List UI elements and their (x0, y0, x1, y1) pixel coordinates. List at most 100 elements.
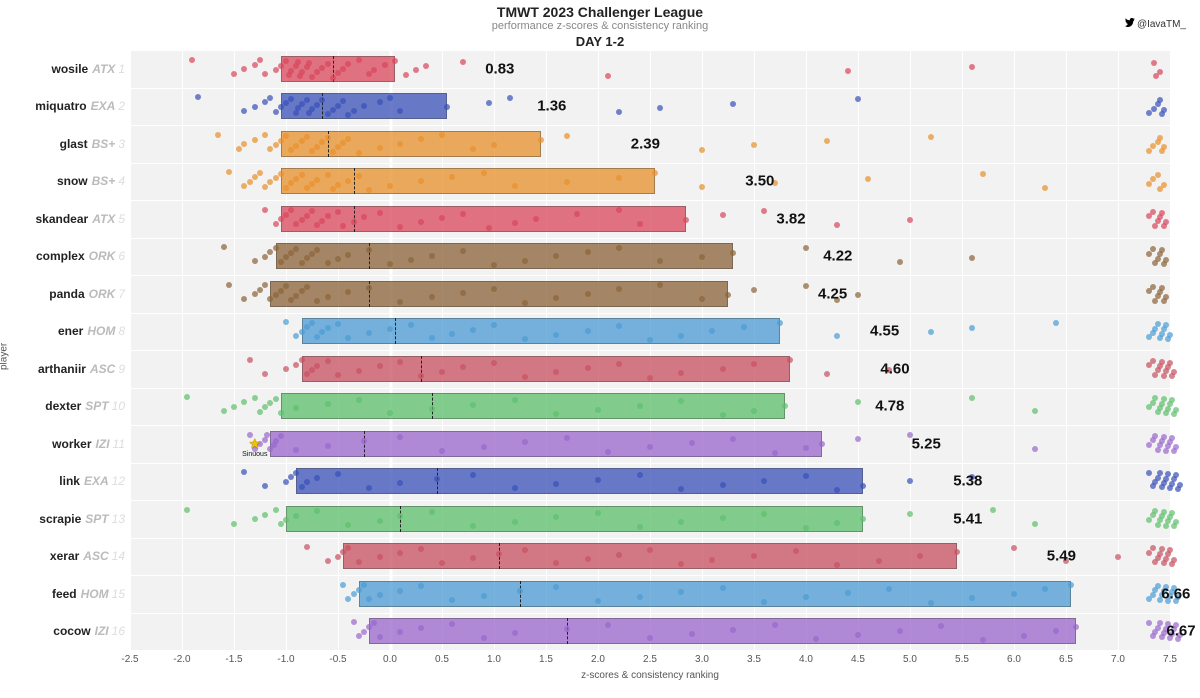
data-point (897, 259, 903, 265)
data-point (1151, 60, 1157, 66)
data-point (361, 214, 367, 220)
rank-number: 9 (118, 362, 125, 376)
data-point (278, 216, 284, 222)
data-point (299, 484, 305, 490)
data-point (397, 550, 403, 556)
data-point (449, 621, 455, 627)
data-point (553, 584, 559, 590)
y-label: skandearATX5 (5, 212, 125, 226)
median-tick (395, 318, 396, 344)
data-point (267, 146, 273, 152)
data-point (252, 395, 258, 401)
data-point (564, 133, 570, 139)
data-point (460, 290, 466, 296)
y-label: complexORK6 (5, 249, 125, 263)
data-point (720, 366, 726, 372)
data-point (262, 184, 268, 190)
data-point (1169, 510, 1175, 516)
data-point (496, 551, 502, 557)
data-point (907, 511, 913, 517)
x-tick-label: 5.0 (903, 654, 917, 665)
data-point (377, 634, 383, 640)
plot-area: 0.831.362.393.503.824.224.254.554.604.78… (130, 50, 1170, 650)
data-point (553, 369, 559, 375)
data-point (366, 247, 372, 253)
data-point (886, 586, 892, 592)
bar (302, 356, 791, 382)
data-point (1163, 322, 1169, 328)
data-point (637, 403, 643, 409)
data-point (793, 548, 799, 554)
data-point (293, 362, 299, 368)
data-point (439, 560, 445, 566)
data-point (264, 432, 270, 438)
twitter-icon (1125, 18, 1135, 28)
data-point (314, 102, 320, 108)
data-point (1159, 247, 1165, 253)
gridline-h (130, 575, 1170, 576)
data-point (1159, 285, 1165, 291)
gridline-h (130, 350, 1170, 351)
data-point (288, 297, 294, 303)
data-point (678, 398, 684, 404)
data-point (293, 176, 299, 182)
data-point (605, 449, 611, 455)
data-point (470, 402, 476, 408)
bar (270, 431, 821, 457)
x-tick-label: 3.5 (747, 654, 761, 665)
data-point (517, 588, 523, 594)
data-point (585, 365, 591, 371)
data-point (699, 254, 705, 260)
data-point (434, 476, 440, 482)
data-point (387, 183, 393, 189)
data-point (481, 444, 487, 450)
data-point (647, 635, 653, 641)
data-point (335, 372, 341, 378)
data-point (564, 179, 570, 185)
data-point (824, 371, 830, 377)
y-label: snowBS+4 (5, 174, 125, 188)
chart-title: TMWT 2023 Challenger League (0, 0, 1200, 20)
data-point (605, 73, 611, 79)
y-label: glastBS+3 (5, 137, 125, 151)
data-point (325, 358, 331, 364)
rank-number: 10 (112, 399, 125, 413)
data-point (553, 411, 559, 417)
data-point (283, 100, 289, 106)
data-point (803, 283, 809, 289)
data-point (361, 438, 367, 444)
data-point (304, 479, 310, 485)
data-point (278, 171, 284, 177)
data-point (408, 257, 414, 263)
data-point (226, 282, 232, 288)
team-tag: ORK (89, 287, 116, 301)
data-point (1157, 69, 1163, 75)
data-point (928, 134, 934, 140)
data-point (283, 479, 289, 485)
data-point (1163, 257, 1169, 263)
data-point (787, 357, 793, 363)
data-point (1167, 360, 1173, 366)
data-point (262, 404, 268, 410)
y-label: enerHOM8 (5, 324, 125, 338)
data-point (865, 176, 871, 182)
data-point (512, 630, 518, 636)
data-point (325, 135, 331, 141)
data-point (325, 401, 331, 407)
x-tick-label: 6.5 (1059, 654, 1073, 665)
data-point (647, 444, 653, 450)
data-point (257, 57, 263, 63)
data-point (418, 373, 424, 379)
x-tick-label: 6.0 (1007, 654, 1021, 665)
data-point (288, 250, 294, 256)
data-point (657, 282, 663, 288)
data-point (319, 139, 325, 145)
gridline-h (130, 125, 1170, 126)
data-point (262, 371, 268, 377)
data-point (1161, 434, 1167, 440)
data-point (652, 170, 658, 176)
y-label: workerIZI11 (5, 437, 125, 451)
data-point (252, 291, 258, 297)
player-name: link (59, 474, 80, 488)
data-point (491, 286, 497, 292)
